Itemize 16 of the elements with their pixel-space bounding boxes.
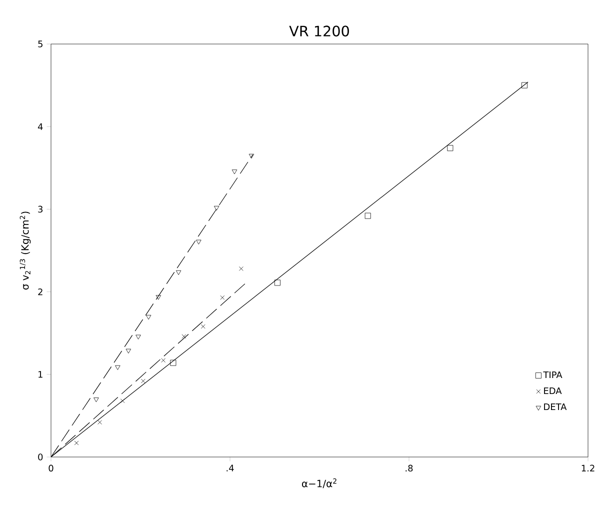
x-tick-label: 1.2 xyxy=(582,464,594,472)
y-tick-label: 2 xyxy=(38,288,42,296)
y-tick-label: 0 xyxy=(38,454,43,460)
x-tick-label: .8 xyxy=(406,464,413,472)
legend-label: EDA xyxy=(544,387,562,394)
chart-title: VR 1200 xyxy=(289,26,349,36)
y-tick-label: 4 xyxy=(38,123,43,130)
x-axis-title: α−1/α$^{2}$ xyxy=(302,478,336,488)
y-tick-label: 5 xyxy=(38,40,42,48)
y-axis-title: σ v$_{2}$$^{1/3}$ (Kg/cm$^{2}$) xyxy=(20,212,31,290)
legend-label: DETA xyxy=(544,403,567,410)
y-tick-label: 3 xyxy=(38,206,43,213)
y-tick-label: 1 xyxy=(38,371,42,378)
legend-label: TIPA xyxy=(543,371,562,378)
x-tick-label: .4 xyxy=(226,464,234,472)
x-tick-label: 0 xyxy=(48,464,54,472)
